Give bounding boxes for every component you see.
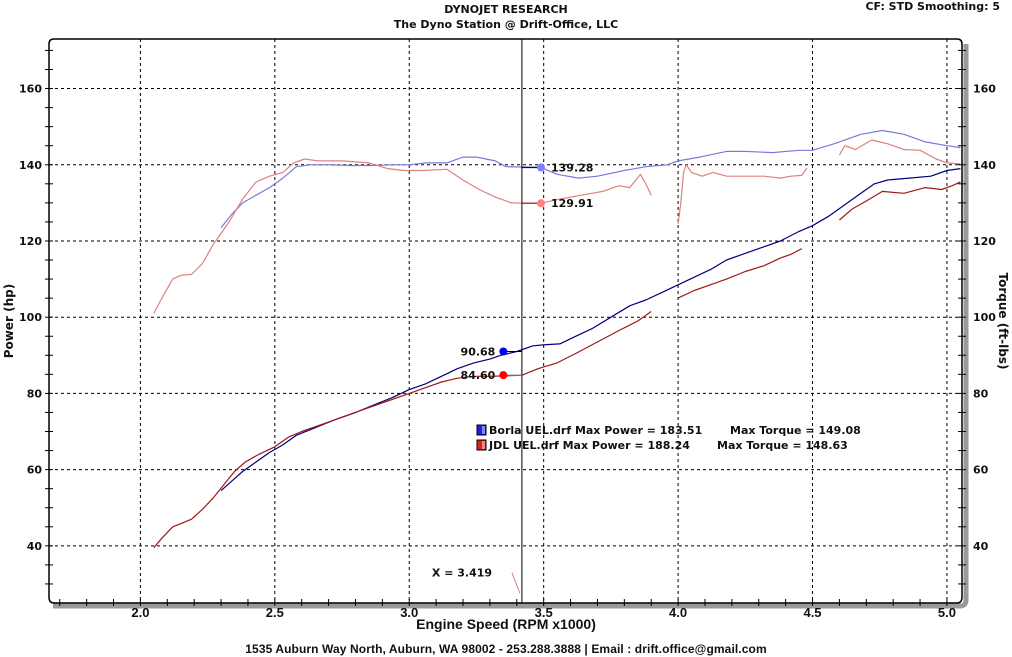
legend-swatch-highlight — [482, 426, 485, 434]
series-line-jdl_power — [839, 181, 961, 221]
annotation-value: 84.60 — [461, 369, 496, 382]
y2-tick-label: 60 — [973, 464, 989, 477]
plot-frame — [48, 38, 963, 604]
x-tick-label: 4.5 — [803, 605, 821, 620]
legend-entry-label: JDL UEL.drf Max Power = 188.24 — [488, 439, 690, 452]
x-tick-label: 3.5 — [535, 605, 553, 620]
cursor-pointer — [511, 572, 521, 594]
grid-lines — [49, 39, 962, 603]
y-tick-label: 100 — [19, 311, 42, 324]
annotation-dot — [536, 199, 545, 208]
legend-entry-torque: Max Torque = 148.63 — [717, 439, 848, 452]
x-tick-label: 5.0 — [938, 605, 956, 620]
correction-factor-info: CF: STD Smoothing: 5 — [865, 0, 1000, 13]
series-line-jdl_torque — [153, 158, 652, 314]
cursor-group: X = 3.419 — [432, 39, 523, 603]
y-tick-label: 160 — [19, 83, 42, 96]
annotation-markers: 139.28 129.91 90.68 84.60 — [461, 162, 594, 383]
y2-tick-label: 120 — [973, 235, 996, 248]
x-tick-label: 3.0 — [400, 605, 418, 620]
legend-swatch — [476, 424, 487, 436]
y-tick-label: 40 — [27, 540, 43, 553]
chart-subtitle: The Dyno Station @ Drift-Office, LLC — [393, 18, 619, 31]
series-line-jdl_torque — [838, 139, 961, 165]
series-line-jdl_torque — [677, 164, 808, 224]
y-tick-label: 140 — [19, 159, 42, 172]
y2-tick-label: 80 — [973, 387, 989, 400]
annotation-dot — [536, 163, 545, 172]
x-tick-label: 2.5 — [266, 605, 284, 620]
x-axis-title: Engine Speed (RPM x1000) — [416, 616, 596, 632]
y2-tick-label: 140 — [973, 159, 996, 172]
y-tick-label: 80 — [27, 387, 43, 400]
y-axis-title: Power (hp) — [2, 284, 16, 358]
legend-entry-torque: Max Torque = 149.08 — [730, 424, 861, 437]
legend-swatch-highlight — [482, 441, 485, 449]
y-tick-label: 120 — [19, 235, 42, 248]
legend-entry-label: Borla UEL.drf Max Power = 183.51 — [489, 424, 702, 437]
axis-ticks: 2.0 2.5 3.0 3.5 4.0 4.5 5.0 40 40 60 60 80 80 100 100 1… — [19, 49, 996, 620]
x-tick-label: 4.0 — [669, 605, 687, 620]
series-line-borla_torque — [220, 129, 961, 228]
y2-tick-label: 40 — [973, 540, 989, 553]
annotation-value: 90.68 — [461, 345, 496, 358]
y2-axis-title: Torque (ft-lbs) — [996, 273, 1010, 370]
legend: Borla UEL.drf Max Power = 183.51 Max Torq… — [476, 424, 861, 452]
y2-tick-label: 100 — [973, 311, 996, 324]
annotation-dot — [499, 347, 508, 356]
frame-shadow — [53, 44, 969, 609]
annotation-dot — [499, 371, 508, 380]
footer-contact: 1535 Auburn Way North, Auburn, WA 98002 … — [245, 642, 767, 656]
series-line-jdl_power — [677, 248, 803, 299]
annotation-value: 129.91 — [551, 197, 593, 210]
x-tick-label: 2.0 — [131, 605, 149, 620]
annotation-value: 139.28 — [551, 162, 593, 175]
legend-swatch — [476, 439, 487, 451]
y2-tick-label: 160 — [973, 83, 996, 96]
cursor-x-label: X = 3.419 — [432, 567, 492, 580]
y-tick-label: 60 — [27, 464, 43, 477]
chart-title: DYNOJET RESEARCH — [444, 3, 568, 16]
series-line-jdl_power — [153, 311, 652, 549]
